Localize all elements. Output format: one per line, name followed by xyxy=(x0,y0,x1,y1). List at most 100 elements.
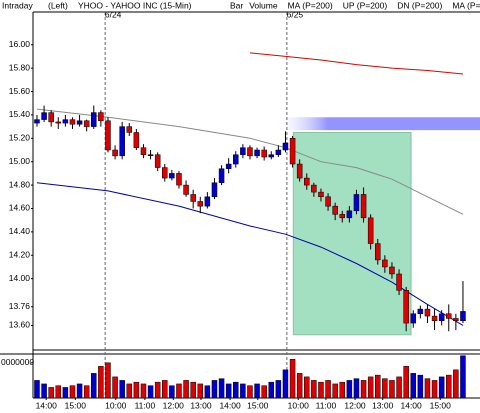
volume-bar xyxy=(389,380,395,399)
y-tick-label: 14.00 xyxy=(9,273,31,283)
x-tick-label: 10:00 xyxy=(288,400,310,410)
volume-bar xyxy=(62,387,69,399)
candle-body xyxy=(261,149,267,158)
volume-bar xyxy=(91,373,97,399)
legend-entry: UP (P=200) xyxy=(343,0,388,10)
candle-body xyxy=(162,167,168,179)
candle-body xyxy=(296,163,303,179)
candle-body xyxy=(76,120,83,125)
highlight-zone xyxy=(292,131,412,336)
candle-body xyxy=(367,217,374,244)
volume-bar xyxy=(339,381,346,399)
volume-bar xyxy=(410,373,417,399)
volume-bar xyxy=(261,385,267,399)
candle-body xyxy=(282,142,289,151)
candle-body xyxy=(169,173,175,179)
volume-bar xyxy=(211,380,218,399)
volume-bar xyxy=(169,385,175,399)
candle-body xyxy=(69,119,76,125)
candle-body xyxy=(339,214,346,219)
volume-bar xyxy=(55,385,62,399)
volume-bar xyxy=(69,385,76,399)
candle-body xyxy=(147,154,154,156)
y-tick-label: 15.00 xyxy=(9,156,31,166)
volume-bar xyxy=(275,380,282,399)
candle-body xyxy=(389,266,395,275)
candle-body xyxy=(190,194,196,202)
x-tick-label: 15:00 xyxy=(430,400,452,410)
candle-body xyxy=(375,243,381,261)
candle-body xyxy=(438,313,445,322)
candle-body xyxy=(233,154,239,165)
volume-bar xyxy=(162,380,168,399)
volume-bar xyxy=(183,380,189,399)
candle-body xyxy=(48,112,54,123)
volume-bar xyxy=(375,374,381,399)
candle-body xyxy=(268,154,275,158)
volume-bar xyxy=(48,387,54,399)
volume-bar xyxy=(140,383,147,399)
legend-entry: DN (P=200) xyxy=(397,0,442,10)
candle-body xyxy=(34,119,40,124)
candle-body xyxy=(183,184,189,195)
volume-bar xyxy=(105,362,111,399)
candle-body xyxy=(247,147,253,157)
candle-body xyxy=(204,196,211,207)
volume-bar xyxy=(360,380,367,399)
line-series xyxy=(36,182,464,326)
x-tick-label: 13:00 xyxy=(190,400,212,410)
y-tick-label: 15.40 xyxy=(9,109,31,119)
volume-bar xyxy=(460,355,466,399)
x-tick-label: 12:00 xyxy=(163,400,185,410)
y-tick-label: 13.60 xyxy=(9,320,31,330)
y-tick-label: 14.20 xyxy=(9,250,31,260)
candle-body xyxy=(105,120,111,151)
candle-body xyxy=(154,154,161,168)
volume-bar xyxy=(254,383,260,399)
volume-bar xyxy=(332,383,338,399)
candle-body xyxy=(424,308,431,317)
volume-bar xyxy=(76,383,83,399)
volume-bar xyxy=(240,383,246,399)
volume-bar xyxy=(204,385,211,399)
volume-bar xyxy=(424,378,431,399)
candle-body xyxy=(254,149,260,157)
y-tick-label: 16.00 xyxy=(9,39,31,49)
volume-bar xyxy=(367,376,374,399)
candle-body xyxy=(403,290,409,324)
y-tick-label: 15.60 xyxy=(9,86,31,96)
volume-bar xyxy=(41,383,47,399)
volume-bar xyxy=(311,380,317,399)
volume-tick-label: 0000000 xyxy=(1,357,34,367)
x-tick-label: 12:00 xyxy=(344,400,366,410)
candle-body xyxy=(360,194,367,219)
volume-bar xyxy=(403,366,409,399)
x-tick-label: 11:00 xyxy=(135,400,156,410)
candle-body xyxy=(119,126,125,157)
candle-body xyxy=(410,313,417,324)
candle-body xyxy=(332,205,338,215)
candle-body xyxy=(396,273,402,291)
volume-bar xyxy=(325,380,331,399)
candle-body xyxy=(98,112,104,122)
candle-body xyxy=(112,149,118,157)
candle-body xyxy=(211,182,218,198)
volume-bar xyxy=(225,383,232,399)
volume-bar xyxy=(453,369,459,399)
volume-bar xyxy=(154,381,161,399)
x-tick-label: 10:00 xyxy=(105,400,127,410)
volume-bar xyxy=(233,381,239,399)
y-tick-label: 15.20 xyxy=(9,133,31,143)
candle-body xyxy=(197,201,204,207)
candle-body xyxy=(62,119,69,124)
volume-bar xyxy=(218,378,225,399)
y-tick-label: 14.40 xyxy=(9,226,31,236)
volume-bar xyxy=(98,366,104,399)
volume-bar xyxy=(318,381,324,399)
candle-body xyxy=(453,318,459,322)
candle-body xyxy=(304,177,310,186)
candle-body xyxy=(311,184,317,193)
y-tick-label: 15.80 xyxy=(9,62,31,72)
volume-bar xyxy=(112,376,118,399)
